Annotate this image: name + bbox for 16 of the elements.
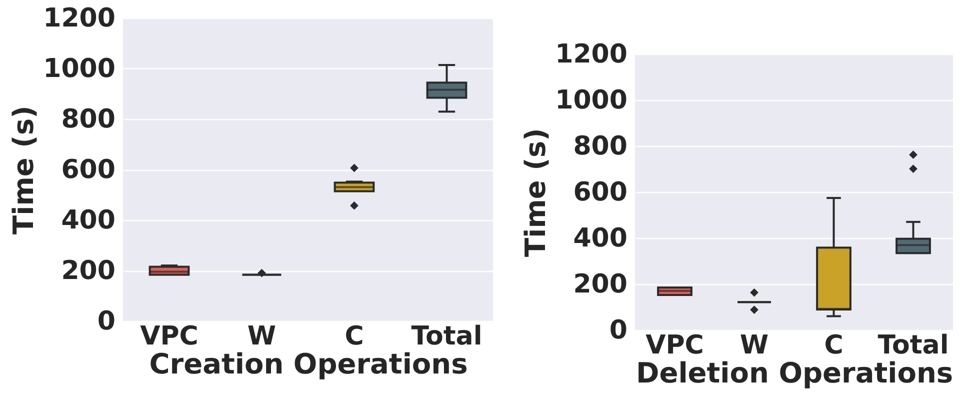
y-tick-label: 0 — [97, 306, 116, 336]
y-tick-label: 800 — [573, 132, 628, 162]
y-tick-label: 400 — [573, 224, 628, 254]
y-tick-label: 600 — [573, 178, 628, 208]
y-tick-label: 600 — [61, 155, 116, 185]
y-tick-label: 200 — [573, 270, 628, 300]
y-axis-title: Time (s) — [519, 128, 552, 257]
y-tick-label: 1000 — [43, 54, 116, 84]
y-tick-label: 0 — [609, 316, 628, 346]
y-tick-label: 1000 — [555, 86, 628, 116]
y-tick-label: 800 — [61, 104, 116, 134]
y-tick-label: 200 — [61, 256, 116, 286]
y-tick-label: 400 — [61, 206, 116, 236]
y-tick-label: 1200 — [555, 40, 628, 70]
y-axis-title: Time (s) — [7, 106, 40, 234]
y-tick-label: 1200 — [43, 4, 116, 34]
